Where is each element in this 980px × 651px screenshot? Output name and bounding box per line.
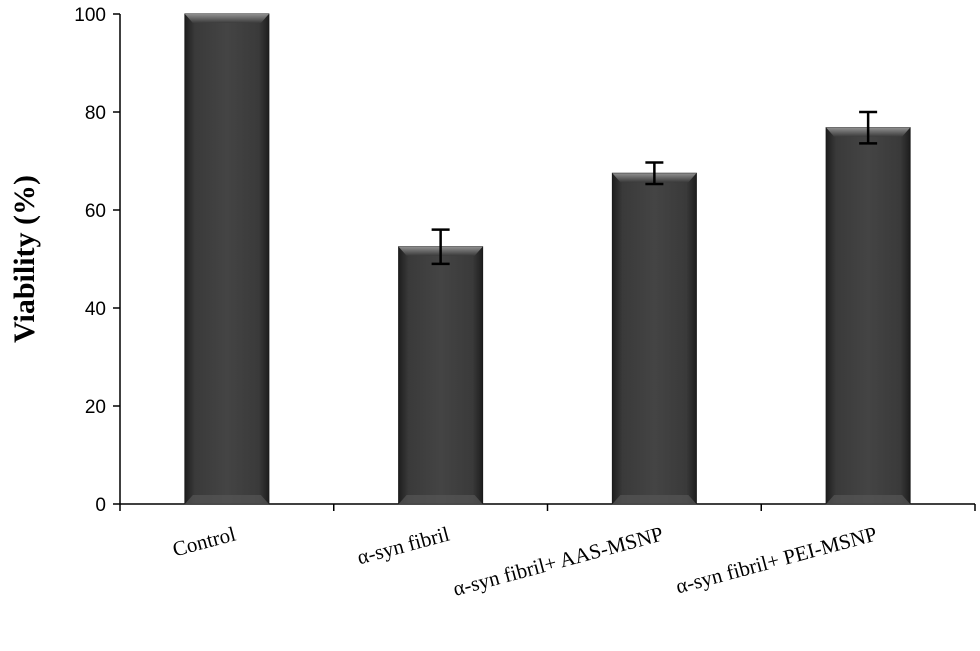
bar-group <box>184 13 270 505</box>
bar-bevel-bottom <box>184 495 269 504</box>
y-tick-label: 20 <box>85 397 106 418</box>
bar <box>825 127 911 505</box>
y-tick-label: 80 <box>85 103 106 124</box>
bar <box>184 13 270 505</box>
y-tick-label: 40 <box>85 299 106 320</box>
bar <box>398 246 484 505</box>
bar-bevel-bottom <box>398 495 483 504</box>
x-category-label: α-syn fibril+ PEI-MSNP <box>673 522 879 599</box>
bar-group <box>611 172 697 505</box>
x-category-label: α-syn fibril+ AAS-MSNP <box>450 522 665 601</box>
bar-bevel-bottom <box>612 495 697 504</box>
y-axis-title: Viability (%) <box>8 175 41 343</box>
y-tick-label: 100 <box>74 5 106 26</box>
bar-bevel-top <box>184 14 269 23</box>
x-category-label: α-syn fibril <box>355 522 453 570</box>
bar <box>611 172 697 505</box>
bar-bevel-bottom <box>826 495 911 504</box>
y-tick-label: 0 <box>95 495 106 516</box>
x-category-label: Control <box>170 522 238 562</box>
bar-group <box>825 127 911 505</box>
y-tick-label: 60 <box>85 201 106 222</box>
bar-group <box>398 246 484 505</box>
